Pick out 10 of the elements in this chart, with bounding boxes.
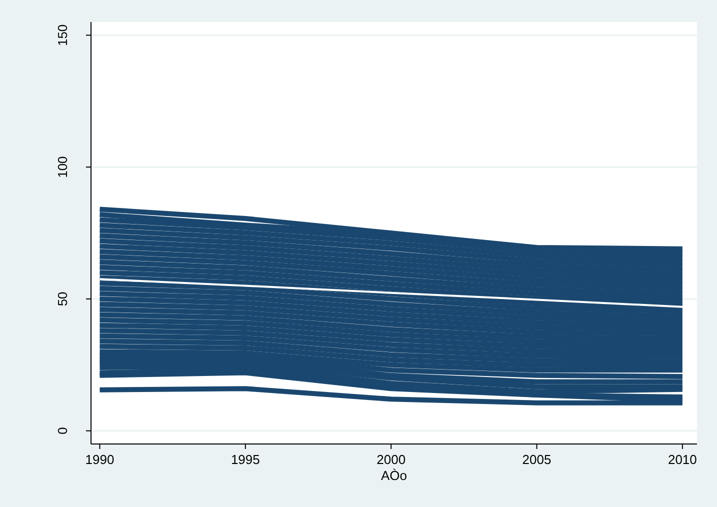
x-tick-label: 1995 (230, 452, 260, 467)
x-tick-label: 2010 (668, 452, 697, 467)
x-tick-label: 2000 (376, 452, 406, 467)
y-tick-label: 100 (55, 156, 70, 178)
y-tick-label: 50 (55, 292, 70, 306)
x-tick-label: 2005 (522, 452, 552, 467)
x-tick-label: 1990 (85, 452, 114, 467)
y-tick-label: 0 (55, 427, 70, 434)
x-axis-title: AÒo (380, 468, 408, 483)
y-tick-label: 150 (55, 24, 70, 46)
